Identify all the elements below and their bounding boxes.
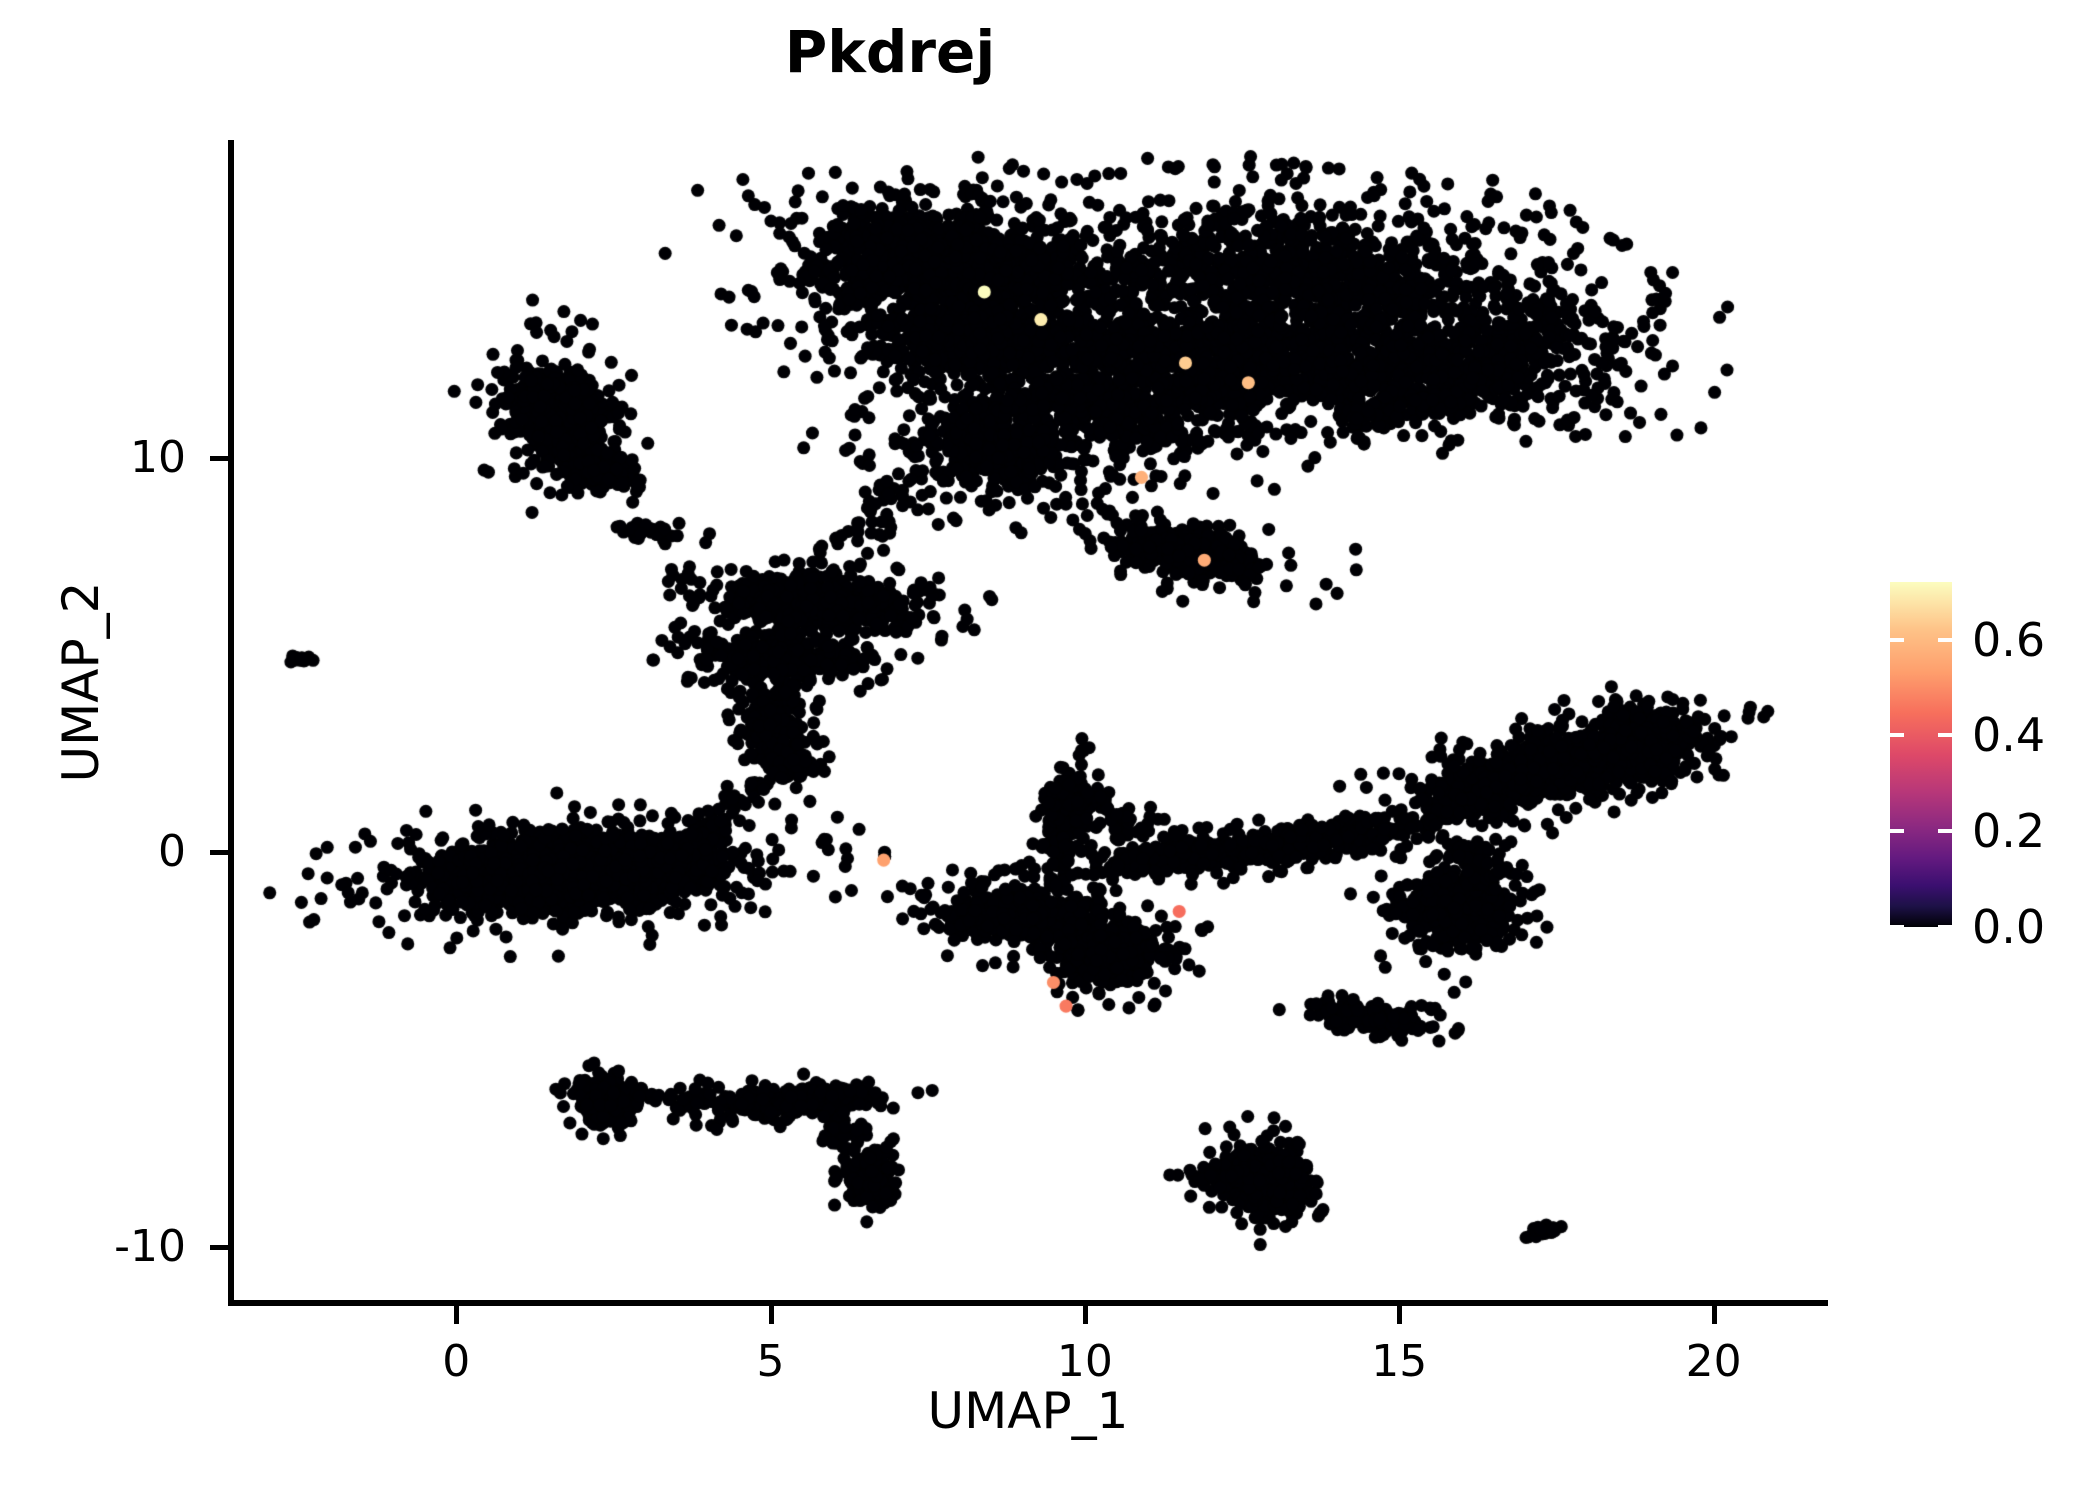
x-tick-mark [1082,1306,1088,1324]
x-tick-label: 15 [1371,1336,1428,1387]
x-tick-mark [454,1306,460,1324]
x-tick-mark [1397,1306,1403,1324]
colorbar-tick-mark [1938,925,1952,929]
colorbar-tick-mark [1938,829,1952,834]
colorbar-tick-label: 0.6 [1972,612,2046,667]
colorbar-tick-mark [1890,925,1904,929]
colorbar-tick-mark [1890,637,1904,642]
plot-axes-area: 0 5 10 15 20 -10 0 10 [114,140,1828,1387]
x-tick-label: 20 [1685,1336,1742,1387]
page-title: Pkdrej [784,18,996,86]
y-tick-label: -10 [114,1220,186,1272]
y-tick-mark [210,455,228,461]
colorbar: 0.0 0.2 0.4 0.6 [1890,582,2080,950]
colorbar-tick-mark [1938,637,1952,642]
x-tick-label: 5 [756,1336,785,1387]
y-tick-label: 0 [158,826,186,878]
colorbar-tick-label: 0.2 [1972,804,2046,859]
colorbar-tick-mark [1938,733,1952,738]
x-tick-label: 10 [1056,1336,1113,1387]
colorbar-tick-label: 0.4 [1972,708,2046,763]
colorbar-tick-label: 0.0 [1972,900,2046,954]
y-tick-mark [210,850,228,856]
x-tick-mark [1711,1306,1717,1324]
x-tick-label: 0 [442,1336,471,1387]
scatter-plot-canvas [228,140,1828,1306]
y-tick-mark [210,1244,228,1250]
y-tick-label: 10 [130,431,186,483]
x-axis-spine [228,1300,1828,1306]
y-axis-label: UMAP_2 [52,581,110,783]
colorbar-tick-mark [1890,829,1904,834]
colorbar-gradient [1890,582,1952,927]
y-axis-spine [228,140,234,1306]
x-tick-mark [768,1306,774,1324]
x-axis-label: UMAP_1 [927,1382,1129,1440]
colorbar-tick-mark [1890,733,1904,738]
